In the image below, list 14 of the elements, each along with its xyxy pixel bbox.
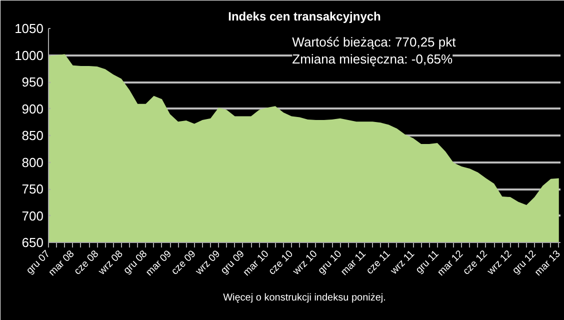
annotation: Wartość bieżąca: 770,25 pkt (292, 34, 456, 50)
y-tick-label: 800 (22, 154, 44, 170)
y-tick-label: 700 (22, 208, 44, 224)
y-tick-label: 850 (22, 128, 44, 143)
text: Więcej o konstrukcji indeksu poniżej. (223, 292, 386, 304)
y-tick-label: 1000 (14, 48, 44, 63)
chart-title: Indeks cen transakcyjnych (228, 10, 381, 24)
y-tick-label: 900 (22, 101, 44, 116)
y-tick-label: 750 (22, 182, 44, 196)
x-tick-label: cze 11 (364, 248, 393, 277)
y-tick-label: 950 (22, 74, 44, 90)
y-tick-label: 650 (22, 235, 44, 250)
annotation: Zmiana miesięczna: -0,65% (292, 51, 454, 66)
y-tick-label: 1050 (14, 21, 44, 36)
